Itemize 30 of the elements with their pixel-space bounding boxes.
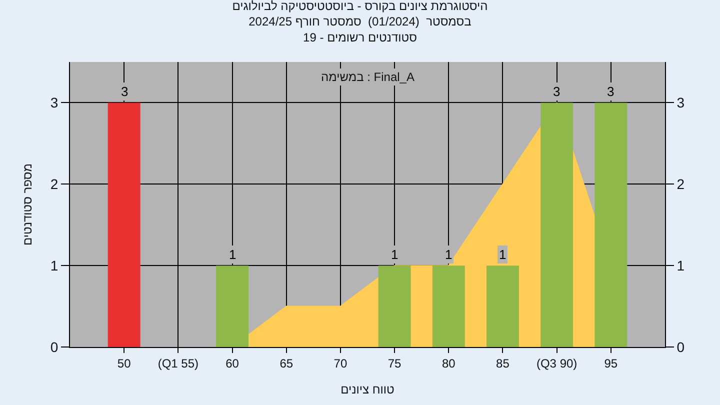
y2-tick-label: 2 [676, 176, 685, 192]
y-tick-label: 1 [50, 257, 58, 274]
chart-title: היסטוגרמת ציונים בקורס - ביוסטטיסטיקה לביולוגים [232, 0, 488, 14]
x-tick-label: (Q3 90) [536, 356, 578, 370]
chart-subtitle: בסמסטר (01/2024) סמסטר חורף 2024/25 סטודנטים רשומים - 19 [248, 14, 472, 44]
annotation: במשימה : Final_A [321, 70, 414, 84]
y-tick-label: 0 [50, 338, 58, 355]
x-tick-label: 75 [388, 356, 402, 370]
y2-tick-label: 0 [676, 338, 685, 355]
x-tick-label: 65 [280, 356, 294, 370]
x-tick-label: 60 [226, 356, 240, 370]
x-tick-label: 80 [442, 356, 456, 370]
y-tick-label: 2 [50, 176, 58, 192]
x-tick-label: 85 [496, 356, 510, 370]
y-tick-label: 3 [50, 94, 58, 111]
y-axis-title: מספר סטודנטים [20, 163, 35, 246]
data-label: 3 [553, 84, 560, 99]
x-tick-label: 50 [117, 356, 132, 370]
x-tick-label: 70 [334, 356, 348, 370]
data-label: 1 [391, 247, 398, 262]
x-axis-title: טווח ציונים [340, 382, 395, 396]
y2-tick-label: 3 [676, 94, 685, 111]
data-label: 3 [607, 84, 614, 99]
x-tick-label: (Q1 55) [158, 356, 199, 370]
data-label: 3 [121, 84, 128, 99]
data-label: 1 [445, 247, 452, 262]
y2-tick-label: 1 [676, 257, 685, 274]
data-label: 1 [499, 247, 506, 262]
data-label: 1 [229, 247, 236, 262]
x-tick-label: 95 [604, 356, 618, 370]
